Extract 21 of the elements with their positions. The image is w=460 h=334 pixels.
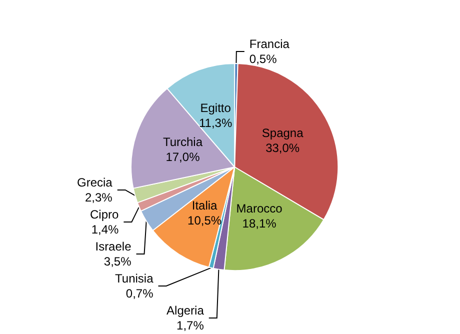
data-label: 18,1%: [242, 216, 277, 230]
slice-label: Grecia: [77, 176, 113, 190]
slice-label: Egitto: [200, 101, 232, 116]
data-label: 33,0%: [266, 141, 300, 156]
slice-label: Algeria: [166, 304, 204, 318]
slice-label: Turchia: [162, 134, 203, 149]
data-label: 11,3%: [198, 116, 232, 130]
data-label: 1,4%: [91, 222, 119, 236]
slice-label: Tunisia: [115, 272, 154, 286]
slice-label: Francia: [249, 36, 290, 51]
slice-label: Spagna: [262, 126, 304, 140]
data-label: 2,3%: [84, 190, 113, 204]
data-label: 17,0%: [166, 150, 200, 164]
slice-label: Italia: [192, 198, 218, 212]
slice-label: Israele: [95, 240, 132, 254]
data-label: 3,5%: [104, 254, 132, 268]
data-label: 0,7%: [126, 286, 154, 300]
slice-label: Marocco: [236, 201, 283, 216]
data-label: 0,5%: [249, 52, 278, 66]
data-label: 1,7%: [176, 318, 204, 332]
slice-label: Cipro: [90, 208, 119, 222]
